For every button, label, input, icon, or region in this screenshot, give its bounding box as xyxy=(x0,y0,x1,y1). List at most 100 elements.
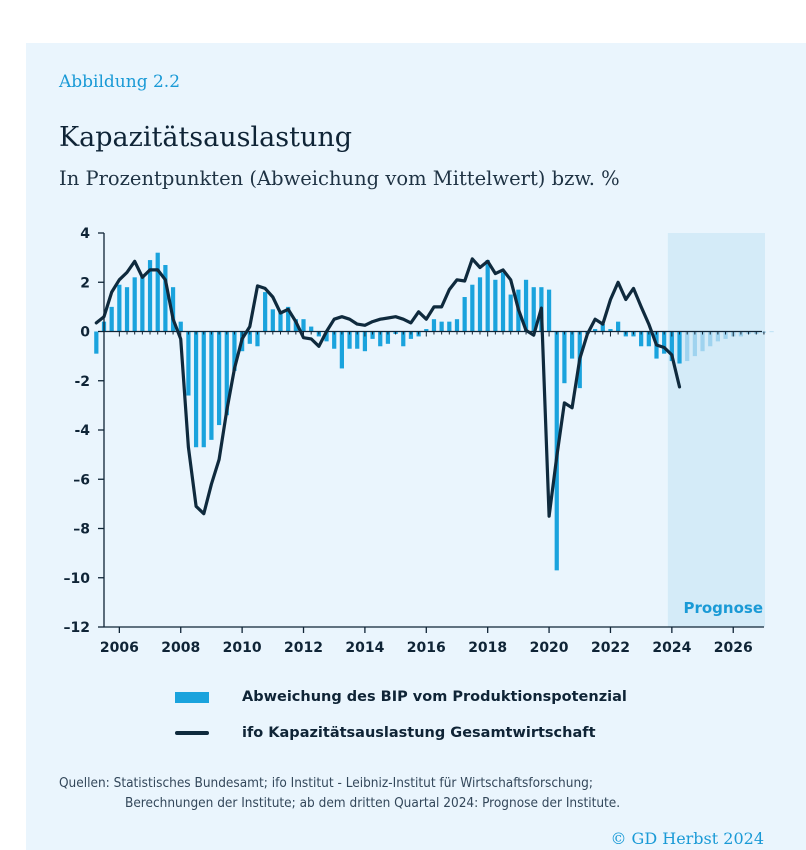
legend-swatch-bar xyxy=(175,691,209,703)
bar xyxy=(370,331,375,339)
x-tick-label: 2024 xyxy=(652,640,691,656)
bar xyxy=(462,297,467,332)
y-tick-label: –10 xyxy=(64,571,91,587)
x-tick-label: 2014 xyxy=(345,640,384,656)
bar xyxy=(224,331,229,416)
bar xyxy=(401,331,406,347)
legend-label-bar: Abweichung des BIP vom Produktionspotenz… xyxy=(242,689,627,705)
chart-plot: 4 2 0 -2 -4 –6 –8 –10 –12 2006 2008 2010 2012 2014 201… xyxy=(64,226,774,656)
bar xyxy=(278,311,283,332)
bar xyxy=(769,331,774,333)
chart-subtitle: In Prozentpunkten (Abweichung vom Mittel… xyxy=(59,167,620,190)
series-line-ifo xyxy=(94,257,682,518)
x-tick-label: 2016 xyxy=(407,640,446,656)
bar xyxy=(477,277,483,332)
legend-swatch-line xyxy=(175,731,209,735)
source-line-1: Quellen: Statistisches Bundesamt; ifo In… xyxy=(59,775,593,791)
bar xyxy=(593,329,598,332)
legend-item-line: ifo Kapazitätsauslastung Gesamtwirtschaf… xyxy=(175,725,596,741)
bar xyxy=(140,274,145,332)
x-tick-label: 2008 xyxy=(161,640,200,656)
bar xyxy=(723,331,728,339)
bar xyxy=(163,265,168,332)
bar xyxy=(493,279,498,332)
bar xyxy=(232,331,237,371)
legend-label-line: ifo Kapazitätsauslastung Gesamtwirtschaf… xyxy=(242,725,596,741)
x-tick-label: 2010 xyxy=(223,640,262,656)
forecast-region xyxy=(667,233,765,627)
bar xyxy=(708,331,713,347)
bar xyxy=(132,277,137,332)
bar xyxy=(263,292,268,332)
x-tick-label: 2006 xyxy=(100,640,139,656)
bar xyxy=(255,331,260,347)
copyright: © GD Herbst 2024 xyxy=(610,829,764,848)
bar xyxy=(362,331,368,352)
bar xyxy=(155,252,160,332)
bar xyxy=(439,321,444,332)
bar xyxy=(147,260,153,332)
bar xyxy=(454,319,460,332)
bar xyxy=(662,331,667,354)
bar xyxy=(309,326,314,332)
y-tick-label: 4 xyxy=(80,226,90,242)
bar xyxy=(700,331,705,352)
bar xyxy=(216,331,222,426)
bar xyxy=(447,321,452,332)
bar xyxy=(685,331,690,362)
forecast-label: Prognose xyxy=(683,599,763,617)
x-tick-label: 2012 xyxy=(284,640,323,656)
source-note: Quellen: Statistisches Bundesamt; ifo In… xyxy=(59,773,779,813)
bar xyxy=(209,331,214,440)
bar xyxy=(332,331,337,349)
bar xyxy=(186,331,191,396)
bar xyxy=(523,279,529,332)
bar xyxy=(170,287,176,332)
y-tick-label: –8 xyxy=(73,522,90,538)
bar xyxy=(201,331,206,448)
y-tick-label: –12 xyxy=(64,620,90,636)
bar xyxy=(608,329,613,332)
x-tick-label: 2026 xyxy=(714,640,753,656)
bar xyxy=(470,284,475,332)
bar xyxy=(569,331,575,359)
x-tick-label: 2020 xyxy=(530,640,569,656)
bar xyxy=(270,309,275,332)
bar xyxy=(124,287,130,332)
x-tick-label: 2022 xyxy=(591,640,630,656)
bar xyxy=(562,331,567,384)
bar xyxy=(531,287,536,332)
bar xyxy=(715,331,720,342)
source-line-2: Berechnungen der Institute; ab dem dritt… xyxy=(125,795,621,811)
y-tick-label: -2 xyxy=(74,374,90,390)
bar xyxy=(301,319,306,332)
bar xyxy=(424,329,429,332)
bar xyxy=(616,321,621,332)
bar xyxy=(669,331,674,362)
chart-title: Kapazitätsauslastung xyxy=(59,122,353,153)
y-tick-label: 0 xyxy=(80,325,90,341)
x-tick-label: 2018 xyxy=(468,640,507,656)
bar xyxy=(485,260,490,332)
bar xyxy=(600,324,605,332)
y-tick-label: -4 xyxy=(74,423,90,439)
bar xyxy=(546,289,552,332)
bar xyxy=(109,306,114,332)
bar xyxy=(347,331,352,349)
bar xyxy=(117,284,122,332)
bar xyxy=(508,294,513,332)
y-tick-label: –6 xyxy=(73,472,90,488)
bar xyxy=(431,319,437,332)
bar xyxy=(94,331,99,354)
bar xyxy=(286,306,291,332)
bar xyxy=(378,331,383,347)
bar xyxy=(692,331,697,357)
bar xyxy=(247,331,252,344)
bar xyxy=(677,331,682,364)
legend-item-bar: Abweichung des BIP vom Produktionspotenz… xyxy=(175,689,627,705)
bar xyxy=(646,331,651,347)
bar xyxy=(178,321,183,332)
y-tick-label: 2 xyxy=(80,275,90,291)
bar xyxy=(408,331,414,339)
figure-label: Abbildung 2.2 xyxy=(59,72,181,92)
